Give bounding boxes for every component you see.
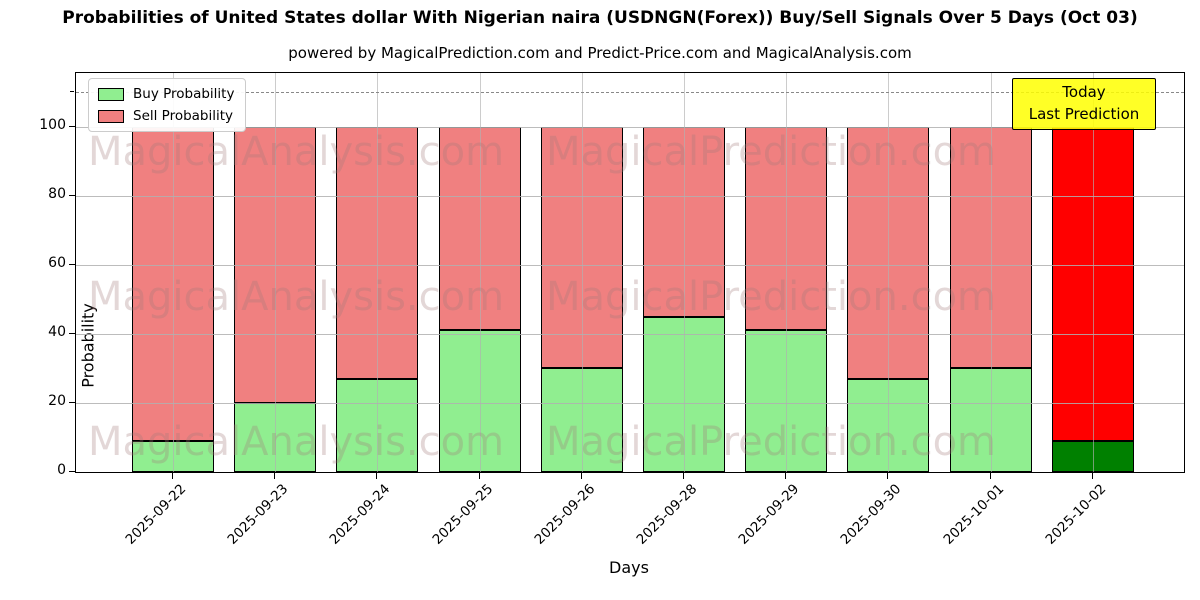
x-tick-mark <box>376 473 378 479</box>
y-tick-mark <box>69 194 75 196</box>
x-gridline <box>275 73 277 472</box>
y-gridline <box>76 264 1184 266</box>
x-tick-label: 2025-09-28 <box>633 481 701 548</box>
y-tick-mark <box>69 471 75 472</box>
y-gridline <box>76 126 1184 128</box>
x-tick-mark <box>989 473 991 479</box>
x-tick-label: 2025-09-22 <box>122 481 190 548</box>
y-tick-label: 100 <box>39 116 66 133</box>
x-tick-label: 2025-09-30 <box>837 481 905 548</box>
legend-label-buy: Buy Probability <box>133 86 235 102</box>
x-tick-mark <box>785 473 787 479</box>
legend: Buy Probability Sell Probability <box>88 78 247 132</box>
today-line: Today <box>1062 83 1106 101</box>
x-tick-mark <box>683 473 684 479</box>
threshold-dashed-line <box>76 92 1184 93</box>
y-tick-mark <box>69 332 75 334</box>
legend-label-sell: Sell Probability <box>133 108 234 124</box>
x-tick-mark <box>887 473 889 479</box>
today-annotation-box: Today Last Prediction <box>1012 78 1156 130</box>
x-gridline <box>684 73 685 472</box>
x-tick-mark <box>580 473 582 479</box>
x-gridline <box>173 73 174 472</box>
y-tick-label: 40 <box>48 323 66 340</box>
y-gridline <box>76 333 1184 335</box>
legend-item-buy: Buy Probability <box>98 86 234 102</box>
x-axis-label: Days <box>609 558 649 577</box>
x-tick-label: 2025-09-26 <box>531 481 599 548</box>
x-tick-mark <box>274 473 276 479</box>
y-tick-label: 20 <box>48 392 66 409</box>
x-gridline <box>1092 73 1094 472</box>
x-tick-mark <box>1091 473 1093 479</box>
x-gridline <box>888 73 890 472</box>
x-tick-mark <box>478 473 480 479</box>
y-tick-label: 80 <box>48 185 66 202</box>
y-axis-label: Probability <box>78 303 98 388</box>
y-gridline <box>76 402 1184 404</box>
x-tick-mark <box>172 473 173 479</box>
y-tick-mark <box>69 401 75 403</box>
y-tick-mark <box>69 125 75 127</box>
y-tick-label: 60 <box>48 254 66 271</box>
y-tick-mark <box>69 263 75 265</box>
x-gridline <box>377 73 379 472</box>
x-tick-label: 2025-09-25 <box>429 481 496 548</box>
y-tick-label: 0 <box>57 462 66 478</box>
plot-area: MagicalAnalysis.com MagicalPrediction.com… <box>75 72 1185 473</box>
y-gridline <box>76 195 1184 197</box>
x-tick-label: 2025-09-29 <box>735 481 803 548</box>
buy-swatch-icon <box>98 87 124 101</box>
x-gridline <box>479 73 481 472</box>
x-gridline <box>786 73 788 472</box>
x-gridline <box>990 73 992 472</box>
chart-title: Probabilities of United States dollar Wi… <box>62 8 1138 28</box>
last-prediction-line: Last Prediction <box>1028 104 1140 123</box>
y-tick-mark-minor <box>70 91 74 92</box>
legend-item-sell: Sell Probability <box>98 108 234 124</box>
x-tick-label: 2025-10-02 <box>1042 481 1110 548</box>
x-gridline <box>581 73 583 472</box>
sell-swatch-icon <box>98 109 124 123</box>
x-tick-label: 2025-10-01 <box>940 481 1007 548</box>
x-tick-label: 2025-09-24 <box>326 481 394 548</box>
chart-subtitle: powered by MagicalPrediction.com and Pre… <box>288 44 912 62</box>
x-tick-label: 2025-09-23 <box>224 481 292 548</box>
